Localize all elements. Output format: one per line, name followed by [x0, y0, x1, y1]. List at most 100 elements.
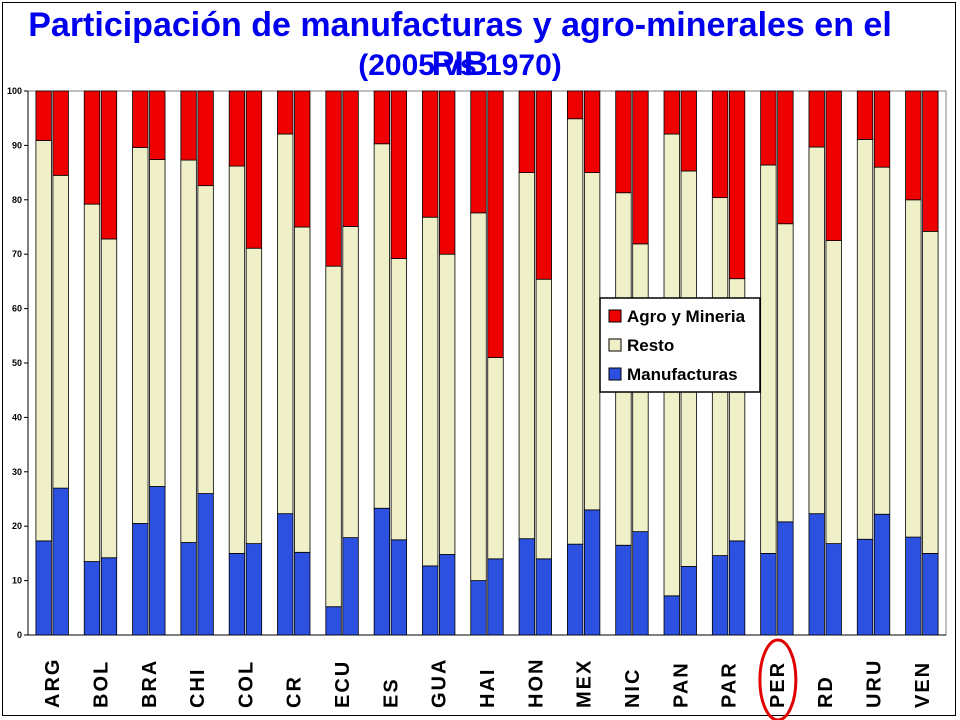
bar-segment-resto	[83, 203, 101, 562]
bar-segment-manufacturas	[245, 543, 263, 636]
bar-segment-agro-y-mineria	[149, 90, 166, 160]
bar-segment-agro-y-mineria	[52, 90, 69, 176]
highlight-ellipse	[758, 638, 798, 720]
bar-segment-manufacturas	[180, 542, 197, 636]
bar-segment-manufacturas	[487, 558, 504, 636]
bar-segment-manufacturas	[132, 523, 149, 636]
y-tick-label: 30	[12, 467, 22, 477]
category-label: VEN	[912, 661, 934, 708]
bar-segment-agro-y-mineria	[825, 90, 842, 242]
bar-segment-resto	[922, 230, 939, 554]
bar-segment-manufacturas	[518, 538, 535, 636]
bar-segment-manufacturas	[277, 513, 294, 636]
bar-segment-resto	[325, 265, 342, 608]
bar-segment-agro-y-mineria	[711, 90, 729, 199]
bar-segment-resto	[277, 133, 294, 515]
category-label: PAR	[719, 661, 741, 708]
y-tick-label: 100	[7, 86, 22, 96]
bar-segment-manufacturas	[228, 553, 246, 636]
bar-segment-agro-y-mineria	[83, 90, 101, 205]
bar-segment-agro-y-mineria	[777, 90, 794, 225]
bar-segment-manufacturas	[390, 539, 408, 636]
bar-segment-resto	[197, 185, 214, 494]
bar-segment-resto	[245, 247, 263, 545]
bar-segment-resto	[856, 139, 874, 540]
bar-segment-manufacturas	[905, 536, 922, 636]
bar-segment-manufacturas	[615, 544, 632, 636]
bar-segment-agro-y-mineria	[680, 90, 697, 172]
bar-segment-resto	[760, 164, 777, 554]
bar-segment-resto	[439, 253, 456, 555]
category-label: BRA	[139, 659, 161, 708]
bar-segment-agro-y-mineria	[100, 90, 118, 240]
bar-segment-agro-y-mineria	[35, 90, 52, 141]
bar-segment-agro-y-mineria	[439, 90, 456, 255]
bar-segment-resto	[825, 240, 842, 545]
bar-segment-agro-y-mineria	[325, 90, 342, 267]
bar-segment-agro-y-mineria	[566, 90, 584, 120]
bar-segment-agro-y-mineria	[760, 90, 777, 166]
bar-segment-agro-y-mineria	[422, 90, 439, 218]
bar-segment-manufacturas	[760, 553, 777, 636]
bar-segment-manufacturas	[197, 493, 214, 636]
bar-segment-manufacturas	[777, 521, 794, 636]
y-tick-label: 0	[17, 630, 22, 640]
bar-segment-agro-y-mineria	[632, 90, 649, 245]
bar-segment-agro-y-mineria	[905, 90, 922, 201]
bar-segment-resto	[873, 166, 891, 515]
bar-segment-agro-y-mineria	[518, 90, 535, 173]
bar-segment-manufacturas	[680, 566, 697, 636]
bar-segment-agro-y-mineria	[228, 90, 246, 167]
bar-segment-manufacturas	[342, 537, 359, 636]
bar-segment-resto	[422, 216, 439, 567]
legend-swatch	[608, 338, 622, 352]
bar-segment-resto	[808, 146, 825, 515]
bar-segment-manufacturas	[83, 561, 101, 636]
category-label: MEX	[574, 659, 596, 708]
bar-segment-agro-y-mineria	[277, 90, 294, 135]
y-tick-label: 40	[12, 412, 22, 422]
bar-segment-agro-y-mineria	[583, 90, 601, 173]
category-label: BOL	[90, 660, 112, 708]
bar-segment-manufacturas	[825, 543, 842, 636]
legend-box	[599, 297, 761, 393]
bar-segment-manufacturas	[470, 580, 487, 636]
category-label: PAN	[670, 661, 692, 708]
legend-swatch	[608, 309, 622, 323]
bar-segment-resto	[566, 118, 584, 545]
y-tick-label: 60	[12, 304, 22, 314]
bar-segment-manufacturas	[149, 486, 166, 636]
category-label: ECU	[332, 660, 354, 708]
bar-segment-resto	[905, 199, 922, 538]
category-label: PER	[767, 661, 789, 708]
bar-segment-resto	[518, 172, 535, 540]
bar-segment-resto	[228, 165, 246, 554]
bar-segment-agro-y-mineria	[873, 90, 891, 168]
bar-segment-agro-y-mineria	[245, 90, 263, 249]
bar-segment-agro-y-mineria	[390, 90, 408, 259]
category-label: ES	[380, 677, 402, 708]
category-label: GUA	[429, 658, 451, 708]
bar-segment-manufacturas	[294, 551, 311, 636]
bar-segment-resto	[487, 357, 504, 560]
category-label: COL	[235, 660, 257, 708]
bar-segment-manufacturas	[566, 543, 584, 636]
bar-segment-agro-y-mineria	[663, 90, 680, 135]
bar-segment-manufacturas	[856, 538, 874, 636]
y-tick-label: 20	[12, 521, 22, 531]
y-tick-label: 80	[12, 195, 22, 205]
bar-segment-resto	[100, 238, 118, 559]
category-label: RD	[815, 675, 837, 708]
bar-segment-manufacturas	[583, 509, 601, 636]
bar-segment-resto	[373, 143, 391, 509]
category-label: NIC	[622, 668, 644, 708]
bar-segment-resto	[132, 147, 149, 524]
bar-segment-resto	[390, 258, 408, 541]
bar-segment-agro-y-mineria	[470, 90, 487, 214]
bar-segment-resto	[35, 140, 52, 542]
plot-area	[27, 90, 947, 636]
chart-title: Participación de manufacturas y agro-min…	[28, 6, 892, 83]
bar-segment-manufacturas	[728, 540, 746, 636]
